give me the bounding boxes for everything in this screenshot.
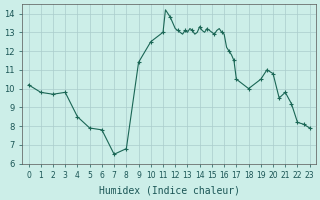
X-axis label: Humidex (Indice chaleur): Humidex (Indice chaleur) — [99, 186, 240, 196]
